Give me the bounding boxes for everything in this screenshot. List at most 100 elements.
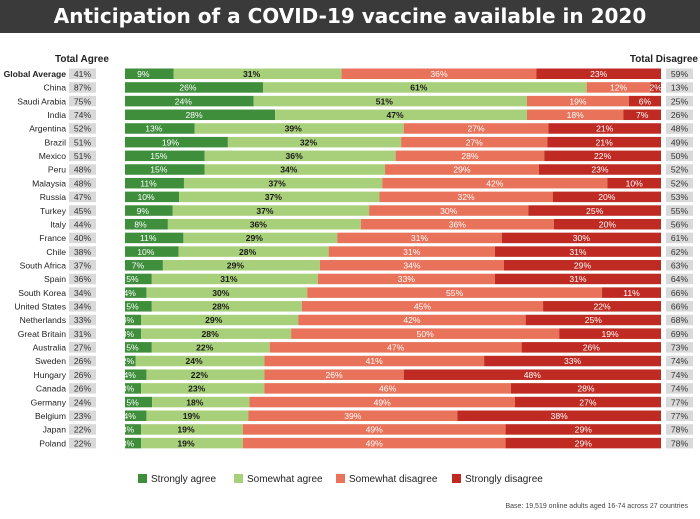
total-disagree-value: 50%	[671, 151, 689, 161]
data-label-somewhat-agree: 19%	[177, 425, 195, 435]
total-disagree-value: 62%	[671, 247, 689, 257]
total-disagree-value: 78%	[671, 438, 689, 448]
country-label: Mexico	[39, 151, 66, 161]
bar-segment-somewhat-disagree	[385, 164, 539, 175]
data-label-strongly-agree: 4%	[124, 370, 137, 380]
data-label-strongly-agree: 5%	[126, 274, 139, 284]
total-agree-cell	[69, 301, 96, 312]
legend-swatch-somewhat-disagree	[336, 474, 345, 483]
bar-segment-strongly-disagree	[501, 232, 661, 244]
data-label-somewhat-disagree: 36%	[449, 219, 467, 229]
data-label-somewhat-agree: 29%	[227, 260, 245, 270]
data-label-somewhat-disagree: 36%	[430, 69, 448, 79]
total-disagree-value: 74%	[671, 370, 689, 380]
bar-segment-strongly-disagree	[628, 95, 661, 107]
bar-segment-somewhat-disagree	[382, 177, 608, 189]
data-label-strongly-disagree: 27%	[579, 397, 597, 407]
bar-segment-strongly-disagree	[544, 150, 661, 162]
country-label: South Africa	[20, 260, 67, 270]
bar-segment-somewhat-agree	[167, 218, 361, 230]
bar-segment-strongly-agree	[125, 95, 254, 107]
data-label-strongly-agree: 15%	[150, 151, 168, 161]
bar-segment-somewhat-disagree	[527, 95, 629, 107]
data-label-strongly-agree: 9%	[137, 69, 150, 79]
data-label-somewhat-agree: 23%	[188, 384, 206, 394]
total-disagree-value: 48%	[671, 124, 689, 134]
country-label: South Korea	[18, 288, 66, 298]
total-disagree-value: 66%	[671, 302, 689, 312]
bar-segment-somewhat-disagree	[586, 82, 651, 93]
bar-segment-somewhat-disagree	[242, 424, 506, 435]
country-label: Saudi Arabia	[17, 96, 66, 106]
bar-segment-somewhat-agree	[204, 150, 396, 162]
total-agree-value: 44%	[74, 219, 92, 229]
bar-segment-strongly-agree	[125, 205, 173, 216]
bar-segment-strongly-agree	[125, 218, 168, 230]
bar-segment-strongly-agree	[125, 246, 179, 257]
data-label-strongly-disagree: 26%	[583, 343, 601, 353]
country-label: France	[39, 233, 66, 243]
data-label-somewhat-agree: 29%	[246, 233, 264, 243]
total-disagree-cell	[666, 246, 693, 257]
data-label-strongly-disagree: 30%	[573, 233, 591, 243]
country-label: Netherlands	[20, 315, 66, 325]
total-disagree-cell	[666, 273, 693, 285]
data-label-somewhat-agree: 19%	[177, 438, 195, 448]
data-label-strongly-agree: 5%	[126, 397, 139, 407]
total-agree-value: 23%	[74, 411, 92, 421]
total-disagree-header: Total Disagree	[629, 54, 698, 65]
bar-segment-somewhat-agree	[151, 301, 302, 312]
bar-segment-strongly-agree	[125, 328, 142, 339]
total-disagree-cell	[666, 68, 693, 79]
total-agree-cell	[69, 109, 96, 121]
data-label-somewhat-agree: 30%	[212, 288, 230, 298]
data-label-strongly-agree: 11%	[140, 233, 157, 243]
total-disagree-value: 73%	[671, 343, 689, 353]
country-label: Japan	[43, 425, 67, 435]
bar-segment-somewhat-disagree	[317, 273, 495, 285]
total-disagree-value: 68%	[671, 315, 689, 325]
data-label-strongly-disagree: 20%	[599, 219, 617, 229]
bar-segment-strongly-agree	[125, 437, 142, 449]
data-label-somewhat-agree: 51%	[376, 96, 394, 106]
data-label-somewhat-disagree: 19%	[569, 96, 587, 106]
total-disagree-value: 78%	[671, 425, 689, 435]
data-label-somewhat-agree: 34%	[280, 165, 298, 175]
bar-segment-strongly-disagree	[510, 383, 661, 394]
bar-segment-somewhat-disagree	[248, 410, 458, 421]
total-disagree-cell	[666, 355, 693, 367]
country-label: Chile	[46, 247, 66, 257]
data-label-somewhat-agree: 37%	[269, 178, 287, 188]
data-label-strongly-disagree: 10%	[626, 178, 644, 188]
total-agree-cell	[69, 68, 96, 79]
data-label-somewhat-agree: 22%	[196, 343, 214, 353]
bar-segment-somewhat-disagree	[242, 437, 506, 449]
bar-segment-strongly-disagree	[525, 314, 661, 326]
bar-segment-somewhat-agree	[141, 424, 243, 435]
bar-segment-somewhat-agree	[152, 396, 250, 408]
bar-segment-strongly-disagree	[602, 287, 661, 298]
legend-item-somewhat-disagree: Somewhat disagree	[336, 474, 437, 485]
country-label: Brazil	[45, 137, 67, 147]
total-agree-cell	[69, 136, 96, 148]
total-agree-value: 27%	[74, 343, 92, 353]
bar-segment-strongly-disagree	[403, 369, 661, 380]
total-agree-cell	[69, 123, 96, 134]
total-disagree-cell	[666, 369, 693, 380]
total-agree-cell	[69, 95, 96, 107]
bar-segment-somewhat-agree	[275, 109, 527, 121]
data-label-strongly-disagree: 20%	[598, 192, 616, 202]
bar-segment-strongly-agree	[125, 232, 184, 244]
total-disagree-value: 74%	[671, 356, 689, 366]
data-label-somewhat-disagree: 27%	[467, 124, 485, 134]
data-label-strongly-agree: 9%	[137, 206, 150, 216]
total-disagree-cell	[666, 342, 693, 353]
data-label-somewhat-disagree: 31%	[403, 247, 421, 257]
total-disagree-cell	[666, 232, 693, 244]
bar-segment-somewhat-agree	[253, 95, 527, 107]
bar-segment-strongly-disagree	[528, 205, 661, 216]
total-disagree-cell	[666, 95, 693, 107]
bar-segment-strongly-agree	[125, 369, 147, 380]
bar-segment-somewhat-disagree	[307, 287, 603, 298]
total-disagree-cell	[666, 177, 693, 189]
